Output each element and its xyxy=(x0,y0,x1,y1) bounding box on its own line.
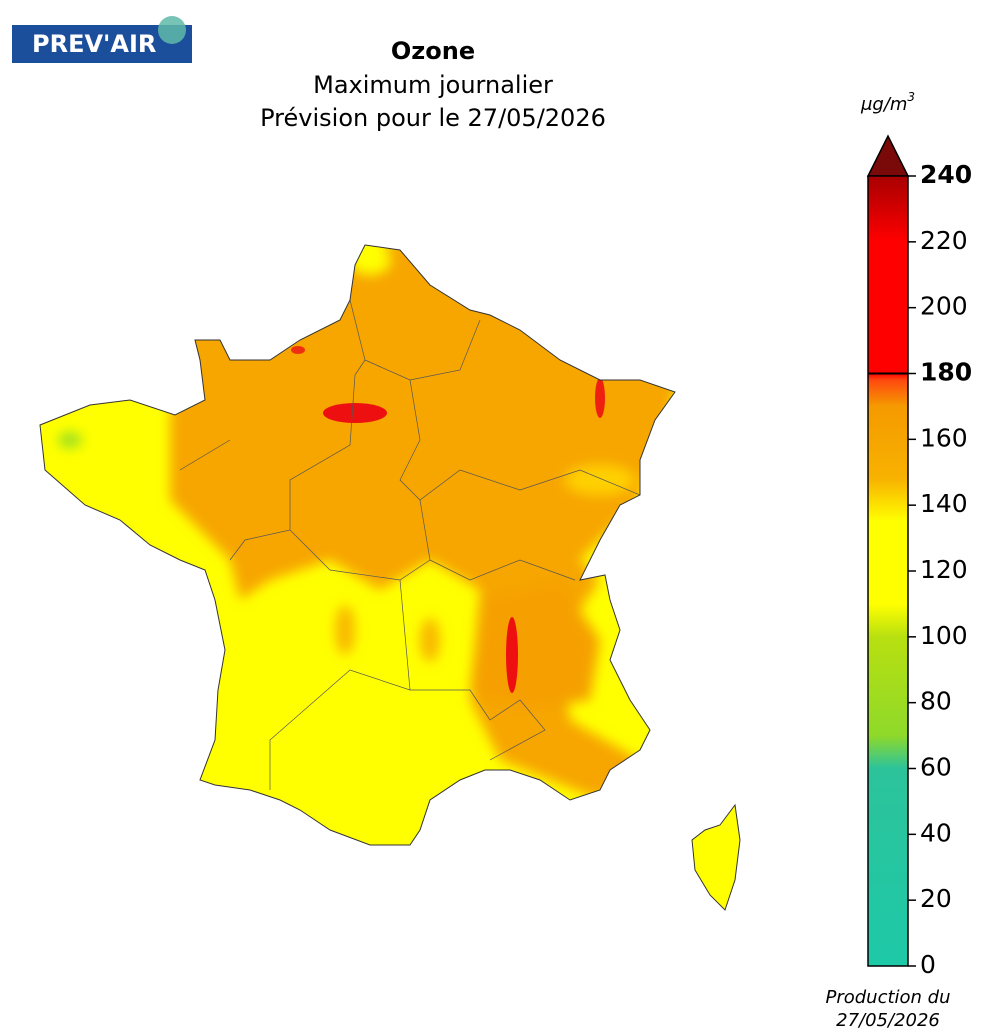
forecast-date: Prévision pour le 27/05/2026 xyxy=(260,104,606,132)
colorbar-unit: μg/m3 xyxy=(860,90,915,116)
tick-label: 180 xyxy=(920,358,972,387)
map xyxy=(40,245,740,910)
unit-exponent: 3 xyxy=(907,90,915,104)
logo-globe xyxy=(158,16,186,44)
hotspot xyxy=(323,403,387,423)
colorbar: 0 20 40 60 80 100 120 140 160 180 200 220 240 xyxy=(866,134,972,979)
tick-label: 100 xyxy=(920,621,968,650)
tick-label: 40 xyxy=(920,818,952,847)
coastline xyxy=(39,244,741,911)
unit-base: μg/m xyxy=(860,94,907,115)
tick-label: 160 xyxy=(920,423,968,452)
region-borders xyxy=(179,299,641,790)
title: Ozone xyxy=(391,37,475,65)
tick-label: 0 xyxy=(920,950,936,979)
logo: PREV'AIR xyxy=(32,30,156,58)
hotspot xyxy=(595,378,605,418)
hotspot xyxy=(506,617,518,693)
production-date: 27/05/2026 xyxy=(836,1010,940,1031)
tick-label: 20 xyxy=(920,884,952,913)
tick-label: 120 xyxy=(920,555,968,584)
tick-label: 60 xyxy=(920,753,952,782)
tick-label: 220 xyxy=(920,226,968,255)
hotspot xyxy=(291,346,305,354)
colorbar-body xyxy=(867,175,909,967)
production-label: Production du xyxy=(825,987,950,1008)
ozone-field xyxy=(58,245,680,800)
subtitle: Maximum journalier xyxy=(313,71,553,99)
colorbar-extension xyxy=(866,134,910,177)
tick-label: 200 xyxy=(920,292,968,321)
tick-label: 80 xyxy=(920,687,952,716)
tick-label: 240 xyxy=(920,160,972,189)
tick-label: 140 xyxy=(920,489,968,518)
